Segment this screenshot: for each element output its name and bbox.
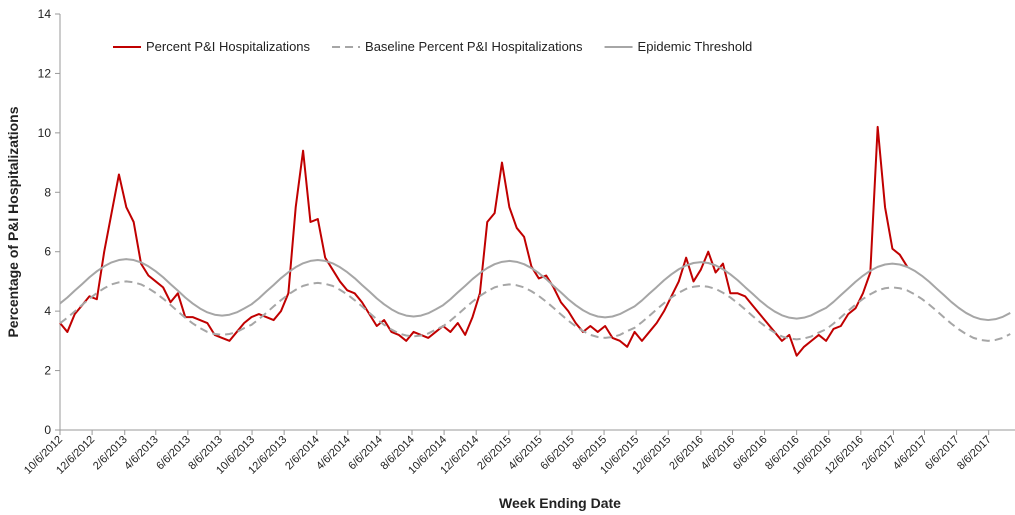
y-tick-label: 6 bbox=[44, 245, 51, 259]
x-tick-label: 6/6/2017 bbox=[923, 434, 962, 473]
x-tick-label: 4/6/2014 bbox=[314, 434, 353, 473]
series-line bbox=[59, 125, 908, 357]
y-tick-label: 8 bbox=[44, 185, 51, 199]
legend-label: Percent P&I Hospitalizations bbox=[146, 39, 311, 54]
x-tick-label: 4/6/2015 bbox=[506, 434, 545, 473]
legend-label: Baseline Percent P&I Hospitalizations bbox=[365, 39, 583, 54]
x-tick-label: 6/6/2014 bbox=[346, 434, 385, 473]
x-tick-label: 4/6/2017 bbox=[891, 434, 930, 473]
x-tick-label: 4/6/2013 bbox=[122, 434, 161, 473]
series-line bbox=[59, 258, 1011, 322]
y-tick-label: 2 bbox=[44, 364, 51, 378]
legend-label: Epidemic Threshold bbox=[638, 39, 753, 54]
y-tick-label: 12 bbox=[38, 66, 52, 80]
x-tick-label: 6/6/2013 bbox=[154, 434, 193, 473]
y-tick-label: 0 bbox=[44, 423, 51, 437]
y-axis-title: Percentage of P&I Hospitalizations bbox=[5, 106, 21, 337]
x-axis-title: Week Ending Date bbox=[499, 495, 621, 511]
x-tick-label: 6/6/2016 bbox=[731, 434, 770, 473]
x-tick-label: 8/6/2017 bbox=[955, 434, 994, 473]
y-tick-label: 14 bbox=[38, 7, 52, 21]
series-line bbox=[59, 280, 1011, 342]
x-tick-label: 4/6/2016 bbox=[699, 434, 738, 473]
x-tick-label: 6/6/2015 bbox=[538, 434, 577, 473]
y-tick-label: 4 bbox=[44, 304, 51, 318]
y-tick-label: 10 bbox=[38, 126, 52, 140]
